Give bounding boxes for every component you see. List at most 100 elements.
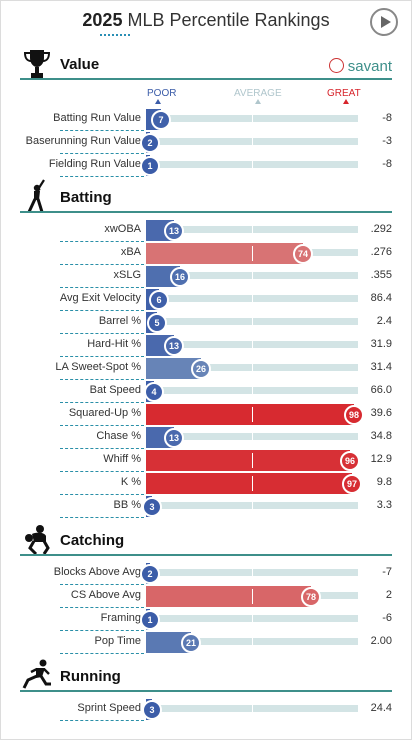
metric-value: -6 bbox=[382, 612, 392, 624]
metric-value: 34.8 bbox=[370, 430, 392, 442]
average-tick bbox=[252, 292, 253, 307]
metric-name: Blocks Above Avg bbox=[53, 566, 141, 578]
savant-logo[interactable]: savant bbox=[328, 58, 392, 75]
row-separator bbox=[60, 494, 144, 495]
metric-row[interactable]: Hard-Hit % 13 31.9 bbox=[20, 334, 392, 357]
metric-row[interactable]: Blocks Above Avg 2 -7 bbox=[20, 562, 392, 585]
metric-name: Hard-Hit % bbox=[87, 338, 141, 350]
section-title: Value bbox=[60, 56, 100, 73]
average-tick bbox=[252, 589, 253, 604]
percentile-dot[interactable]: 4 bbox=[144, 381, 164, 402]
section-title: Batting bbox=[60, 189, 112, 206]
metric-row[interactable]: Barrel % 5 2.4 bbox=[20, 311, 392, 334]
metric-value: -7 bbox=[382, 566, 392, 578]
scale-great: GREAT bbox=[327, 88, 361, 99]
metric-value: 2.00 bbox=[370, 635, 392, 647]
metric-row[interactable]: BB % 3 3.3 bbox=[20, 495, 392, 518]
row-separator bbox=[60, 333, 144, 334]
row-separator bbox=[60, 425, 144, 426]
row-separator bbox=[60, 653, 144, 654]
percentile-dot[interactable]: 1 bbox=[140, 155, 160, 176]
metric-value: 39.6 bbox=[370, 407, 392, 419]
row-separator bbox=[60, 241, 144, 242]
row-separator bbox=[60, 517, 144, 518]
metric-row[interactable]: Sprint Speed 3 24.4 bbox=[20, 698, 392, 721]
percentile-dot[interactable]: 21 bbox=[181, 632, 201, 653]
metric-row[interactable]: Pop Time 21 2.00 bbox=[20, 631, 392, 654]
section-rule bbox=[20, 554, 392, 556]
percentile-dot[interactable]: 1 bbox=[140, 609, 160, 630]
percentile-dot[interactable]: 6 bbox=[149, 289, 169, 310]
metric-row[interactable]: Avg Exit Velocity 6 86.4 bbox=[20, 288, 392, 311]
average-tick bbox=[252, 407, 253, 422]
percentile-dot[interactable]: 96 bbox=[340, 450, 360, 471]
average-tick bbox=[252, 430, 253, 445]
percentile-dot[interactable]: 74 bbox=[293, 243, 313, 264]
percentile-bar bbox=[146, 450, 350, 471]
percentile-dot[interactable]: 2 bbox=[140, 563, 160, 584]
metric-row[interactable]: xwOBA 13 .292 bbox=[20, 219, 392, 242]
percentile-dot[interactable]: 98 bbox=[344, 404, 364, 425]
section-title: Catching bbox=[60, 532, 125, 549]
metric-value: 9.8 bbox=[376, 476, 392, 488]
metric-name: K % bbox=[120, 476, 141, 488]
average-tick bbox=[252, 112, 253, 127]
percentile-dot[interactable]: 26 bbox=[191, 358, 211, 379]
percentile-dot[interactable]: 3 bbox=[142, 699, 162, 720]
metric-row[interactable]: K % 97 9.8 bbox=[20, 472, 392, 495]
percentile-dot[interactable]: 5 bbox=[147, 312, 167, 333]
metric-name: Baserunning Run Value bbox=[25, 135, 141, 147]
metric-name: Squared-Up % bbox=[68, 407, 141, 419]
metric-row[interactable]: Batting Run Value 7 -8 bbox=[20, 108, 392, 131]
metric-row[interactable]: Whiff % 96 12.9 bbox=[20, 449, 392, 472]
average-tick bbox=[252, 158, 253, 173]
poor-marker-icon bbox=[155, 99, 161, 104]
percentile-bar bbox=[146, 358, 201, 379]
row-separator bbox=[60, 379, 144, 380]
row-separator bbox=[60, 287, 144, 288]
row-separator bbox=[60, 607, 144, 608]
metric-value: -8 bbox=[382, 112, 392, 124]
metric-row[interactable]: Baserunning Run Value 2 -3 bbox=[20, 131, 392, 154]
metric-name: Chase % bbox=[96, 430, 141, 442]
percentile-dot[interactable]: 78 bbox=[301, 586, 321, 607]
title-year: 2025 bbox=[82, 10, 123, 30]
metric-value: 86.4 bbox=[370, 292, 392, 304]
metric-row[interactable]: xSLG 16 .355 bbox=[20, 265, 392, 288]
metric-row[interactable]: LA Sweet-Spot % 26 31.4 bbox=[20, 357, 392, 380]
play-icon[interactable] bbox=[370, 8, 398, 36]
percentile-dot[interactable]: 3 bbox=[142, 496, 162, 517]
metric-name: Barrel % bbox=[98, 315, 141, 327]
percentile-dot[interactable]: 2 bbox=[140, 132, 160, 153]
scale-poor: POOR bbox=[147, 88, 177, 99]
average-tick bbox=[252, 566, 253, 581]
metric-name: xwOBA bbox=[104, 223, 141, 235]
metric-row[interactable]: xBA 74 .276 bbox=[20, 242, 392, 265]
row-separator bbox=[60, 448, 144, 449]
header: 2025 MLB Percentile Rankings bbox=[0, 8, 412, 40]
average-tick bbox=[252, 246, 253, 261]
metric-row[interactable]: CS Above Avg 78 2 bbox=[20, 585, 392, 608]
percentile-dot[interactable]: 13 bbox=[164, 427, 184, 448]
percentile-dot[interactable]: 97 bbox=[342, 473, 362, 494]
percentile-dot[interactable]: 7 bbox=[151, 109, 171, 130]
percentile-dot[interactable]: 13 bbox=[164, 335, 184, 356]
section-running-header: Running bbox=[20, 658, 392, 692]
great-marker-icon bbox=[343, 99, 349, 104]
metric-value: 12.9 bbox=[370, 453, 392, 465]
metric-name: CS Above Avg bbox=[70, 589, 141, 601]
metric-row[interactable]: Squared-Up % 98 39.6 bbox=[20, 403, 392, 426]
metric-row[interactable]: Fielding Run Value 1 -8 bbox=[20, 154, 392, 177]
metric-row[interactable]: Chase % 13 34.8 bbox=[20, 426, 392, 449]
row-separator bbox=[60, 471, 144, 472]
metric-value: -8 bbox=[382, 158, 392, 170]
metric-value: .276 bbox=[370, 246, 392, 258]
metric-row[interactable]: Framing 1 -6 bbox=[20, 608, 392, 631]
percentile-dot[interactable]: 13 bbox=[164, 220, 184, 241]
percentile-dot[interactable]: 16 bbox=[170, 266, 190, 287]
metric-value: 31.4 bbox=[370, 361, 392, 373]
metric-row[interactable]: Bat Speed 4 66.0 bbox=[20, 380, 392, 403]
metric-value: 66.0 bbox=[370, 384, 392, 396]
metric-name: xSLG bbox=[113, 269, 141, 281]
row-separator bbox=[60, 720, 144, 721]
